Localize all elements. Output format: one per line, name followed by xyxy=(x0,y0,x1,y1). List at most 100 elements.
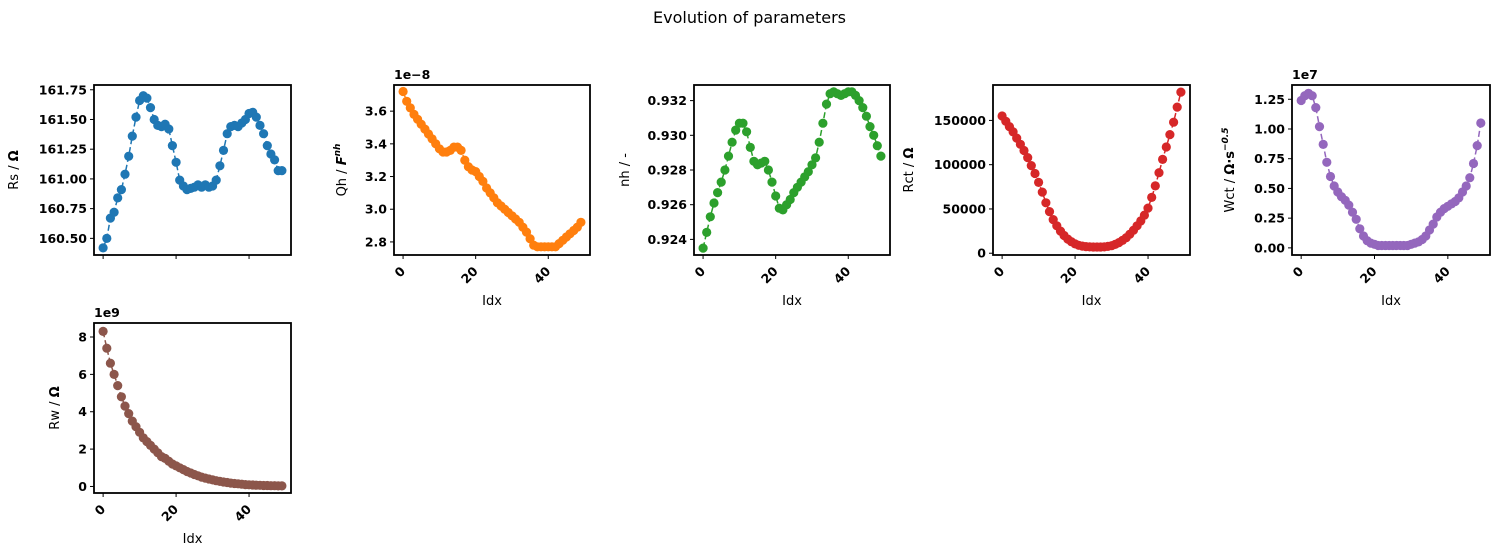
data-point xyxy=(211,175,221,185)
data-point xyxy=(124,409,134,419)
series-line xyxy=(402,91,582,248)
subplot-3: 0.924 0.926 0.928 0.930 0.932 0 20 40 Idx nh / - xyxy=(618,84,891,309)
y-axis-label: Rw / Ω xyxy=(48,386,63,429)
data-point xyxy=(1311,103,1321,113)
x-tick-label: 20 xyxy=(158,501,181,524)
y-tick-label: 2.8 xyxy=(365,234,387,249)
data-point xyxy=(1314,122,1325,132)
data-point xyxy=(858,103,868,113)
data-point xyxy=(456,145,466,155)
y-axis-label: Qh / Fnh xyxy=(333,144,350,197)
data-point xyxy=(876,151,886,161)
x-tick-label: 0 xyxy=(691,263,708,280)
data-point xyxy=(1150,181,1160,191)
data-point xyxy=(277,166,287,176)
data-point xyxy=(1468,158,1479,169)
x-tick-label: 40 xyxy=(1430,263,1453,286)
data-point xyxy=(255,120,265,130)
x-tick-label: 20 xyxy=(758,263,781,286)
data-point xyxy=(1041,198,1051,208)
y-axis-label: Wct / Ω·s−0.5 xyxy=(1221,128,1238,213)
axis-offset-text: 1e9 xyxy=(94,305,120,320)
data-point xyxy=(218,145,229,155)
subplot-1: 160.50 160.75 161.00 161.25 161.50 161.75 Rs /… xyxy=(7,82,292,259)
data-point xyxy=(113,381,123,391)
data-point xyxy=(1023,153,1033,163)
data-point xyxy=(105,358,115,368)
y-axis-label: Rct / Ω xyxy=(902,148,917,193)
x-axis-label: Idx xyxy=(782,294,802,309)
data-point xyxy=(124,151,134,161)
data-point xyxy=(763,165,774,175)
y-tick-label: 160.75 xyxy=(39,201,87,216)
data-point xyxy=(821,99,832,109)
x-tick-label: 40 xyxy=(231,501,254,524)
data-point xyxy=(120,169,130,179)
data-point xyxy=(760,156,770,166)
data-point xyxy=(742,127,752,137)
data-point xyxy=(127,131,137,141)
data-point xyxy=(861,111,872,121)
data-point xyxy=(745,142,755,152)
axes-frame xyxy=(393,84,591,256)
data-point xyxy=(222,129,232,139)
data-point xyxy=(167,141,177,151)
data-point xyxy=(1143,203,1153,213)
data-point xyxy=(120,401,130,411)
data-point xyxy=(102,343,112,353)
y-tick-label: 0.932 xyxy=(647,93,687,108)
y-tick-label: 161.00 xyxy=(39,171,88,186)
data-point xyxy=(785,194,795,205)
data-point xyxy=(1154,168,1164,178)
data-point xyxy=(807,160,817,170)
data-point xyxy=(1158,154,1168,164)
data-point xyxy=(116,185,126,195)
data-point xyxy=(702,227,712,237)
y-tick-label: 0.50 xyxy=(1254,181,1285,196)
data-point xyxy=(1472,141,1482,151)
data-point xyxy=(1461,181,1471,191)
data-point xyxy=(1044,207,1055,217)
y-tick-label: 150000 xyxy=(934,113,986,128)
series-line xyxy=(1300,92,1482,247)
data-point xyxy=(811,153,821,163)
data-point xyxy=(869,130,879,140)
series-line xyxy=(1001,91,1182,248)
data-point xyxy=(727,137,737,147)
y-tick-label: 0.928 xyxy=(647,163,687,178)
data-point xyxy=(576,217,586,227)
data-point xyxy=(1030,168,1040,179)
data-point xyxy=(705,212,715,222)
y-tick-label: 1.25 xyxy=(1254,92,1285,107)
y-tick-label: 4 xyxy=(78,404,87,419)
x-axis-label: Idx xyxy=(1381,294,1401,309)
data-point xyxy=(270,155,280,165)
data-point xyxy=(251,112,261,122)
data-point xyxy=(1318,139,1328,149)
y-tick-label: 3.2 xyxy=(365,169,387,184)
data-point xyxy=(171,157,181,167)
data-point xyxy=(720,165,730,175)
series-line xyxy=(702,91,882,249)
data-point xyxy=(814,137,824,147)
data-point xyxy=(164,124,174,134)
data-point xyxy=(771,191,781,201)
y-tick-label: 0.926 xyxy=(647,197,687,212)
data-point xyxy=(1034,177,1044,187)
y-tick-label: 1.00 xyxy=(1254,121,1285,136)
y-tick-label: 0 xyxy=(977,246,986,261)
y-tick-label: 0.25 xyxy=(1254,211,1285,226)
data-point xyxy=(262,141,272,151)
data-point xyxy=(1172,102,1182,112)
data-point xyxy=(131,112,141,122)
subplot-5: 0.00 0.25 0.50 0.75 1.00 1.25 0 20 40 Idx Wct / Ω·… xyxy=(1221,67,1491,309)
y-tick-label: 0.924 xyxy=(647,232,687,247)
data-point xyxy=(116,392,126,402)
axis-offset-text: 1e−8 xyxy=(394,67,430,82)
data-point xyxy=(142,93,152,103)
data-point xyxy=(145,103,156,113)
data-point xyxy=(1139,210,1149,220)
y-tick-label: 3.0 xyxy=(365,202,387,217)
data-point xyxy=(1165,130,1175,140)
data-point xyxy=(865,122,875,132)
